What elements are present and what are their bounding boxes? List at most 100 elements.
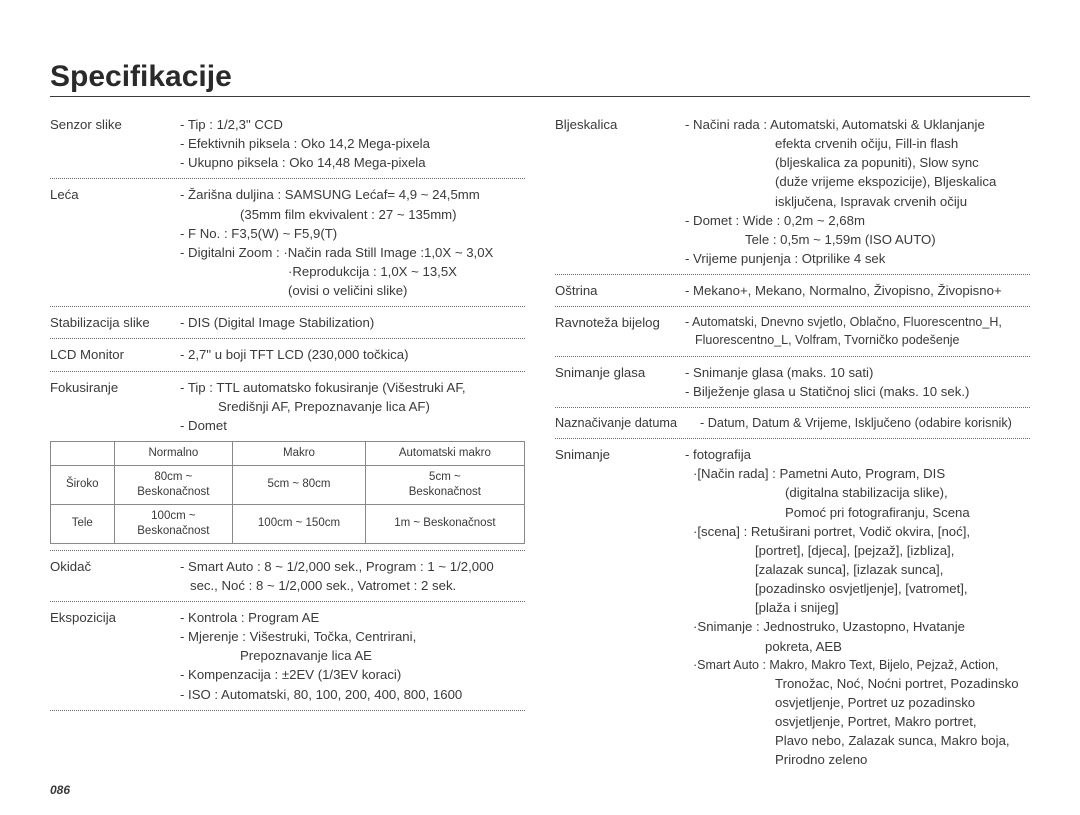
shoot-l3d: [pozadinsko osvjetljenje], [vatromet], bbox=[685, 579, 1030, 598]
spec-wb: Ravnoteža bijelog - Automatski, Dnevno s… bbox=[555, 313, 1030, 349]
divider bbox=[555, 438, 1030, 439]
spec-date: Naznačivanje datuma - Datum, Datum & Vri… bbox=[555, 414, 1030, 432]
voice-l2: - Bilježenje glasa u Statičnoj slici (ma… bbox=[685, 382, 1030, 401]
wb-l1: - Automatski, Dnevno svjetlo, Oblačno, F… bbox=[685, 313, 1030, 331]
divider bbox=[50, 306, 525, 307]
divider bbox=[50, 338, 525, 339]
lcd-value: - 2,7" u boji TFT LCD (230,000 točkica) bbox=[180, 345, 525, 364]
flash-label: Bljeskalica bbox=[555, 115, 685, 268]
expo-value: - Kontrola : Program AE - Mjerenje : Viš… bbox=[180, 608, 525, 704]
divider bbox=[555, 306, 1030, 307]
focus-label: Fokusiranje bbox=[50, 378, 180, 435]
title-underline bbox=[50, 96, 1030, 97]
page-title: Specifikacije bbox=[50, 60, 1030, 94]
stab-value: - DIS (Digital Image Stabilization) bbox=[180, 313, 525, 332]
expo-l1: - Kontrola : Program AE bbox=[180, 608, 525, 627]
spec-focus: Fokusiranje - Tip : TTL automatsko fokus… bbox=[50, 378, 525, 435]
lcd-label: LCD Monitor bbox=[50, 345, 180, 364]
spec-sensor: Senzor slike - Tip : 1/2,3" CCD - Efekti… bbox=[50, 115, 525, 172]
focus-l1: - Tip : TTL automatsko fokusiranje (Više… bbox=[180, 378, 525, 397]
shoot-l2c: Pomoć pri fotografiranju, Scena bbox=[685, 503, 1030, 522]
sensor-value: - Tip : 1/2,3" CCD - Efektivnih piksela … bbox=[180, 115, 525, 172]
spec-expo: Ekspozicija - Kontrola : Program AE - Mj… bbox=[50, 608, 525, 704]
spec-shutter: Okidač - Smart Auto : 8 ~ 1/2,000 sek., … bbox=[50, 557, 525, 595]
voice-label: Snimanje glasa bbox=[555, 363, 685, 401]
shoot-l4: ·Snimanje : Jednostruko, Uzastopno, Hvat… bbox=[685, 617, 1030, 636]
table-row: Široko80cm ~Beskonačnost5cm ~ 80cm5cm ~B… bbox=[51, 465, 525, 504]
th-blank bbox=[51, 441, 115, 465]
flash-l1d: (duže vrijeme ekspozicije), Bljeskalica bbox=[685, 172, 1030, 191]
voice-l1: - Snimanje glasa (maks. 10 sati) bbox=[685, 363, 1030, 382]
flash-l1: - Načini rada : Automatski, Automatski &… bbox=[685, 115, 1030, 134]
flash-l1c: (bljeskalica za popuniti), Slow sync bbox=[685, 153, 1030, 172]
shoot-l4b: pokreta, AEB bbox=[685, 637, 1030, 656]
lens-l3c: (ovisi o veličini slike) bbox=[180, 281, 525, 300]
shoot-label: Snimanje bbox=[555, 445, 685, 769]
left-column: Senzor slike - Tip : 1/2,3" CCD - Efekti… bbox=[50, 115, 525, 770]
table-cell: 5cm ~ 80cm bbox=[233, 465, 366, 504]
th-macro: Makro bbox=[233, 441, 366, 465]
spec-lcd: LCD Monitor - 2,7" u boji TFT LCD (230,0… bbox=[50, 345, 525, 364]
lens-l3b: ·Reprodukcija : 1,0X ~ 13,5X bbox=[180, 262, 525, 281]
flash-l1b: efekta crvenih očiju, Fill-in flash bbox=[685, 134, 1030, 153]
focus-value: - Tip : TTL automatsko fokusiranje (Više… bbox=[180, 378, 525, 435]
shoot-l2b: (digitalna stabilizacija slike), bbox=[685, 483, 1030, 502]
sensor-label: Senzor slike bbox=[50, 115, 180, 172]
expo-l3: - Kompenzacija : ±2EV (1/3EV koraci) bbox=[180, 665, 525, 684]
expo-l4: - ISO : Automatski, 80, 100, 200, 400, 8… bbox=[180, 685, 525, 704]
spec-shoot: Snimanje - fotografija ·[Način rada] : P… bbox=[555, 445, 1030, 769]
th-normal: Normalno bbox=[114, 441, 233, 465]
focus-table: Normalno Makro Automatski makro Široko80… bbox=[50, 441, 525, 544]
shoot-l5: ·Smart Auto : Makro, Makro Text, Bijelo,… bbox=[685, 656, 1030, 674]
shoot-l5d: osvjetljenje, Portret, Makro portret, bbox=[685, 712, 1030, 731]
shoot-l3b: [portret], [djeca], [pejzaž], [izbliza], bbox=[685, 541, 1030, 560]
right-column: Bljeskalica - Načini rada : Automatski, … bbox=[555, 115, 1030, 770]
shoot-l1: - fotografija bbox=[685, 445, 1030, 464]
divider bbox=[50, 178, 525, 179]
date-label: Naznačivanje datuma bbox=[555, 414, 700, 432]
voice-value: - Snimanje glasa (maks. 10 sati) - Bilje… bbox=[685, 363, 1030, 401]
sensor-l3: - Ukupno piksela : Oko 14,48 Mega-pixela bbox=[180, 153, 525, 172]
table-cell: 80cm ~Beskonačnost bbox=[114, 465, 233, 504]
spec-sharp: Oštrina - Mekano+, Mekano, Normalno, Živ… bbox=[555, 281, 1030, 300]
spec-stab: Stabilizacija slike - DIS (Digital Image… bbox=[50, 313, 525, 332]
sensor-l1: - Tip : 1/2,3" CCD bbox=[180, 115, 525, 134]
spec-flash: Bljeskalica - Načini rada : Automatski, … bbox=[555, 115, 1030, 268]
expo-label: Ekspozicija bbox=[50, 608, 180, 704]
shutter-l1b: sec., Noć : 8 ~ 1/2,000 sek., Vatromet :… bbox=[180, 576, 525, 595]
flash-l3: - Vrijeme punjenja : Otprilike 4 sek bbox=[685, 249, 1030, 268]
divider bbox=[50, 601, 525, 602]
table-cell: 100cm ~Beskonačnost bbox=[114, 504, 233, 543]
table-header-row: Normalno Makro Automatski makro bbox=[51, 441, 525, 465]
lens-l2: - F No. : F3,5(W) ~ F5,9(T) bbox=[180, 224, 525, 243]
table-cell: 1m ~ Beskonačnost bbox=[365, 504, 524, 543]
divider bbox=[555, 274, 1030, 275]
flash-l2b: Tele : 0,5m ~ 1,59m (ISO AUTO) bbox=[685, 230, 1030, 249]
flash-l2: - Domet : Wide : 0,2m ~ 2,68m bbox=[685, 211, 1030, 230]
table-cell: 100cm ~ 150cm bbox=[233, 504, 366, 543]
flash-l1e: isključena, Ispravak crvenih očiju bbox=[685, 192, 1030, 211]
stab-label: Stabilizacija slike bbox=[50, 313, 180, 332]
th-automacro: Automatski makro bbox=[365, 441, 524, 465]
shoot-l5b: Tronožac, Noć, Noćni portret, Pozadinsko bbox=[685, 674, 1030, 693]
shoot-l5f: Prirodno zeleno bbox=[685, 750, 1030, 769]
shoot-l5e: Plavo nebo, Zalazak sunca, Makro boja, bbox=[685, 731, 1030, 750]
expo-l2b: Prepoznavanje lica AE bbox=[180, 646, 525, 665]
lens-l1b: (35mm film ekvivalent : 27 ~ 135mm) bbox=[180, 205, 525, 224]
divider bbox=[555, 356, 1030, 357]
spec-lens: Leća - Žarišna duljina : SAMSUNG Lećaf= … bbox=[50, 185, 525, 300]
table-cell: Široko bbox=[51, 465, 115, 504]
shoot-l5c: osvjetljenje, Portret uz pozadinsko bbox=[685, 693, 1030, 712]
table-cell: Tele bbox=[51, 504, 115, 543]
expo-l2: - Mjerenje : Višestruki, Točka, Centrira… bbox=[180, 627, 525, 646]
wb-l1b: Fluorescentno_L, Volfram, Tvorničko pode… bbox=[685, 331, 1030, 349]
table-row: Tele100cm ~Beskonačnost100cm ~ 150cm1m ~… bbox=[51, 504, 525, 543]
columns: Senzor slike - Tip : 1/2,3" CCD - Efekti… bbox=[50, 115, 1030, 770]
shutter-label: Okidač bbox=[50, 557, 180, 595]
wb-value: - Automatski, Dnevno svjetlo, Oblačno, F… bbox=[685, 313, 1030, 349]
divider bbox=[50, 710, 525, 711]
shoot-l3c: [zalazak sunca], [izlazak sunca], bbox=[685, 560, 1030, 579]
page-number: 086 bbox=[50, 783, 70, 797]
shutter-l1: - Smart Auto : 8 ~ 1/2,000 sek., Program… bbox=[180, 557, 525, 576]
date-value: - Datum, Datum & Vrijeme, Isključeno (od… bbox=[700, 414, 1030, 432]
